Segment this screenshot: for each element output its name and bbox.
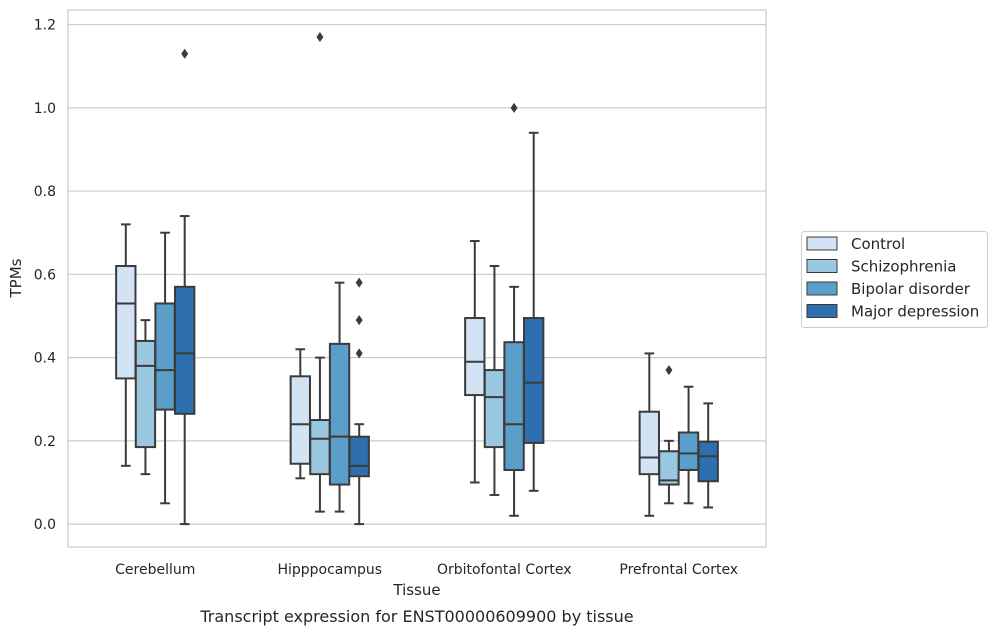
- y-tick-label: 0.8: [34, 184, 56, 200]
- iqr-box: [115, 265, 137, 380]
- iqr-box: [483, 369, 506, 449]
- legend-label: Bipolar disorder: [851, 280, 971, 298]
- legend: Control Schizophrenia Bipolar disorder Majo…: [801, 231, 988, 328]
- legend-label: Control: [851, 235, 905, 253]
- iqr-box: [348, 435, 370, 478]
- outlier-point: [355, 315, 363, 326]
- iqr-box: [523, 317, 545, 444]
- box-1-0: [289, 348, 311, 480]
- legend-swatch: [806, 281, 838, 296]
- iqr-box: [697, 440, 719, 483]
- outlier-point: [316, 32, 324, 43]
- box-0-3: [174, 48, 196, 526]
- x-tick-label: Hipppocampus: [277, 562, 382, 578]
- iqr-box: [638, 410, 660, 476]
- y-tick-label: 0.2: [34, 434, 56, 450]
- y-gridlines: [68, 23, 766, 525]
- y-tick-label: 0.4: [34, 351, 56, 367]
- box-0-2: [154, 231, 176, 505]
- y-tick-label: 1.2: [34, 18, 56, 34]
- box-0-1: [134, 319, 157, 476]
- box-1-2: [328, 281, 351, 513]
- legend-swatch: [806, 259, 838, 273]
- box-3-1: [658, 365, 680, 505]
- legend-frame: [801, 231, 988, 328]
- box-groups: [115, 32, 719, 526]
- iqr-box: [134, 339, 157, 449]
- y-tick-label: 1.0: [34, 101, 56, 117]
- box-0-0: [115, 223, 137, 467]
- box-2-3: [523, 131, 545, 492]
- box-2-0: [464, 240, 486, 484]
- box-3-0: [638, 352, 660, 517]
- legend-label: Schizophrenia: [851, 258, 956, 276]
- chart-caption: Transcript expression for ENST0000060990…: [199, 607, 633, 626]
- y-axis-label: TPMs: [7, 258, 25, 298]
- x-axis-label: Tissue: [392, 581, 440, 599]
- iqr-box: [503, 341, 525, 471]
- outlier-point: [355, 277, 363, 288]
- outlier-point: [510, 102, 518, 113]
- box-3-3: [697, 402, 719, 509]
- legend-label: Major depression: [851, 303, 979, 321]
- x-tick-label: Cerebellum: [115, 562, 195, 578]
- iqr-box: [289, 375, 311, 465]
- x-tick-labels: Cerebellum Hipppocampus Orbitofontal Corte…: [115, 562, 738, 578]
- outlier-point: [181, 48, 189, 59]
- legend-swatch: [806, 236, 838, 251]
- x-tick-label: Prefrontal Cortex: [619, 562, 738, 578]
- y-tick-labels: 0.0 0.2 0.4 0.6 0.8 1.0 1.2: [34, 18, 56, 534]
- plot-area-frame: [67, 9, 767, 548]
- iqr-box: [677, 431, 700, 471]
- box-2-1: [483, 265, 506, 496]
- box-1-3: [348, 277, 370, 526]
- iqr-box: [309, 419, 331, 476]
- y-tick-label: 0.0: [34, 517, 56, 533]
- outlier-point: [355, 348, 363, 359]
- box-2-2: [503, 102, 525, 517]
- iqr-box: [174, 285, 196, 415]
- legend-swatch: [806, 304, 838, 318]
- x-tick-label: Orbitofontal Cortex: [437, 562, 572, 578]
- iqr-box: [154, 302, 176, 411]
- box-1-1: [309, 32, 331, 513]
- iqr-box: [464, 317, 486, 397]
- outlier-point: [665, 365, 673, 376]
- box-3-2: [677, 385, 700, 505]
- y-tick-label: 0.6: [34, 267, 56, 283]
- iqr-box: [328, 342, 351, 486]
